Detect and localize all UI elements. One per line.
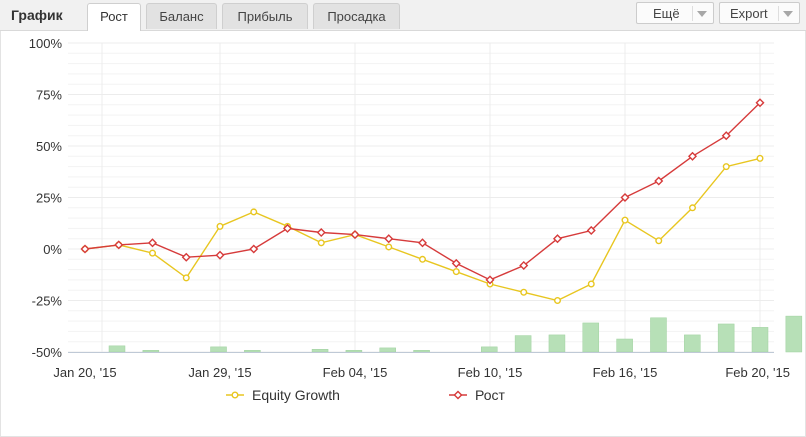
series-point: [451, 258, 461, 268]
y-tick-label: -50%: [32, 345, 63, 360]
y-axis: -50% -25% 0% 25% 50% 75% 100%: [29, 36, 63, 360]
x-axis: Jan 20, '15 Jan 29, '15 Feb 04, '15 Feb 10,…: [53, 352, 790, 380]
volume-bar: [684, 334, 701, 353]
series-point: [554, 297, 562, 305]
series-point: [687, 151, 698, 161]
y-tick-label: -25%: [32, 294, 63, 309]
x-tick-label: Feb 04, '15: [323, 365, 388, 380]
chevron-down-icon: [697, 11, 707, 17]
y-tick-label: 0%: [43, 242, 62, 257]
x-tick-label: Feb 16, '15: [593, 365, 658, 380]
dropdown-separator: [778, 6, 779, 21]
x-tick-label: Jan 20, '15: [53, 365, 116, 380]
series-point: [520, 288, 528, 296]
x-tick-label: Feb 20, '15: [725, 365, 790, 380]
series-lines: [80, 98, 765, 305]
series-point: [654, 176, 664, 186]
volume-bar: [311, 349, 329, 353]
chart-section-title: График: [11, 7, 63, 23]
volume-bar: [481, 346, 498, 353]
more-dropdown[interactable]: Ещё: [636, 2, 714, 24]
volume-bar: [616, 338, 633, 353]
series-point: [316, 227, 326, 238]
tab-drawdown[interactable]: Просадка: [313, 3, 400, 29]
series-point: [552, 234, 563, 244]
series-point: [519, 260, 529, 271]
series-point: [216, 222, 224, 230]
legend-item-label[interactable]: Рост: [475, 387, 506, 403]
series-point: [586, 225, 596, 235]
series-point: [655, 237, 663, 245]
y-tick-label: 50%: [36, 139, 62, 154]
series-point: [215, 250, 225, 260]
volume-bar: [345, 350, 363, 353]
series-point: [148, 249, 156, 257]
volume-bar: [108, 345, 126, 353]
volume-bar: [548, 334, 566, 353]
series-point: [384, 234, 394, 244]
grid-lines: [68, 42, 774, 353]
series-point: [385, 243, 393, 251]
series-point: [181, 252, 191, 262]
volume-bar: [244, 350, 261, 353]
volume-bar: [717, 323, 735, 353]
series-point: [282, 223, 293, 233]
series-point: [350, 230, 360, 240]
legend-swatch-marker: [231, 391, 239, 399]
series-point: [249, 244, 259, 254]
x-tick-label: Feb 10, '15: [458, 365, 523, 380]
series-point: [452, 268, 460, 276]
volume-bar: [650, 317, 667, 353]
tab-growth[interactable]: Рост: [87, 3, 141, 31]
volume-bar: [514, 335, 532, 353]
series-point: [417, 238, 428, 248]
series-point: [620, 192, 630, 203]
series-point: [722, 163, 730, 171]
volume-bar: [379, 347, 396, 353]
series-point: [621, 216, 629, 224]
y-tick-label: 100%: [29, 36, 63, 51]
series-point: [147, 238, 158, 248]
series-point: [587, 280, 595, 288]
series-point: [182, 274, 190, 282]
volume-bar: [582, 322, 600, 353]
dropdown-separator: [692, 6, 693, 21]
series-point: [114, 240, 124, 250]
series-point: [721, 131, 731, 141]
chart-toolbar: График Рост Баланс Прибыль Просадка Ещё …: [0, 0, 806, 31]
tab-balance[interactable]: Баланс: [146, 3, 217, 29]
y-tick-label: 25%: [36, 191, 62, 206]
legend-item-label[interactable]: Equity Growth: [252, 387, 340, 403]
export-dropdown-label: Export: [730, 6, 768, 21]
series-point: [419, 255, 427, 263]
volume-bar: [751, 327, 769, 353]
series-point: [317, 239, 325, 247]
tab-profit[interactable]: Прибыль: [222, 3, 308, 29]
series-point: [80, 244, 90, 254]
volume-bar: [413, 350, 430, 353]
chevron-down-icon: [783, 11, 793, 17]
series-point: [689, 204, 697, 212]
more-dropdown-label: Ещё: [653, 6, 680, 21]
series-point: [756, 154, 764, 162]
y-tick-label: 75%: [36, 88, 62, 103]
export-dropdown[interactable]: Export: [719, 2, 800, 24]
volume-bar: [210, 346, 227, 353]
series-point: [485, 275, 495, 285]
legend[interactable]: Equity Growth Рост: [226, 387, 506, 403]
series-point: [755, 98, 765, 108]
volume-bar: [785, 315, 803, 353]
legend-swatch-marker: [453, 390, 463, 400]
volume-bar: [142, 350, 160, 353]
x-tick-label: Jan 29, '15: [188, 365, 251, 380]
series-point: [250, 208, 258, 216]
